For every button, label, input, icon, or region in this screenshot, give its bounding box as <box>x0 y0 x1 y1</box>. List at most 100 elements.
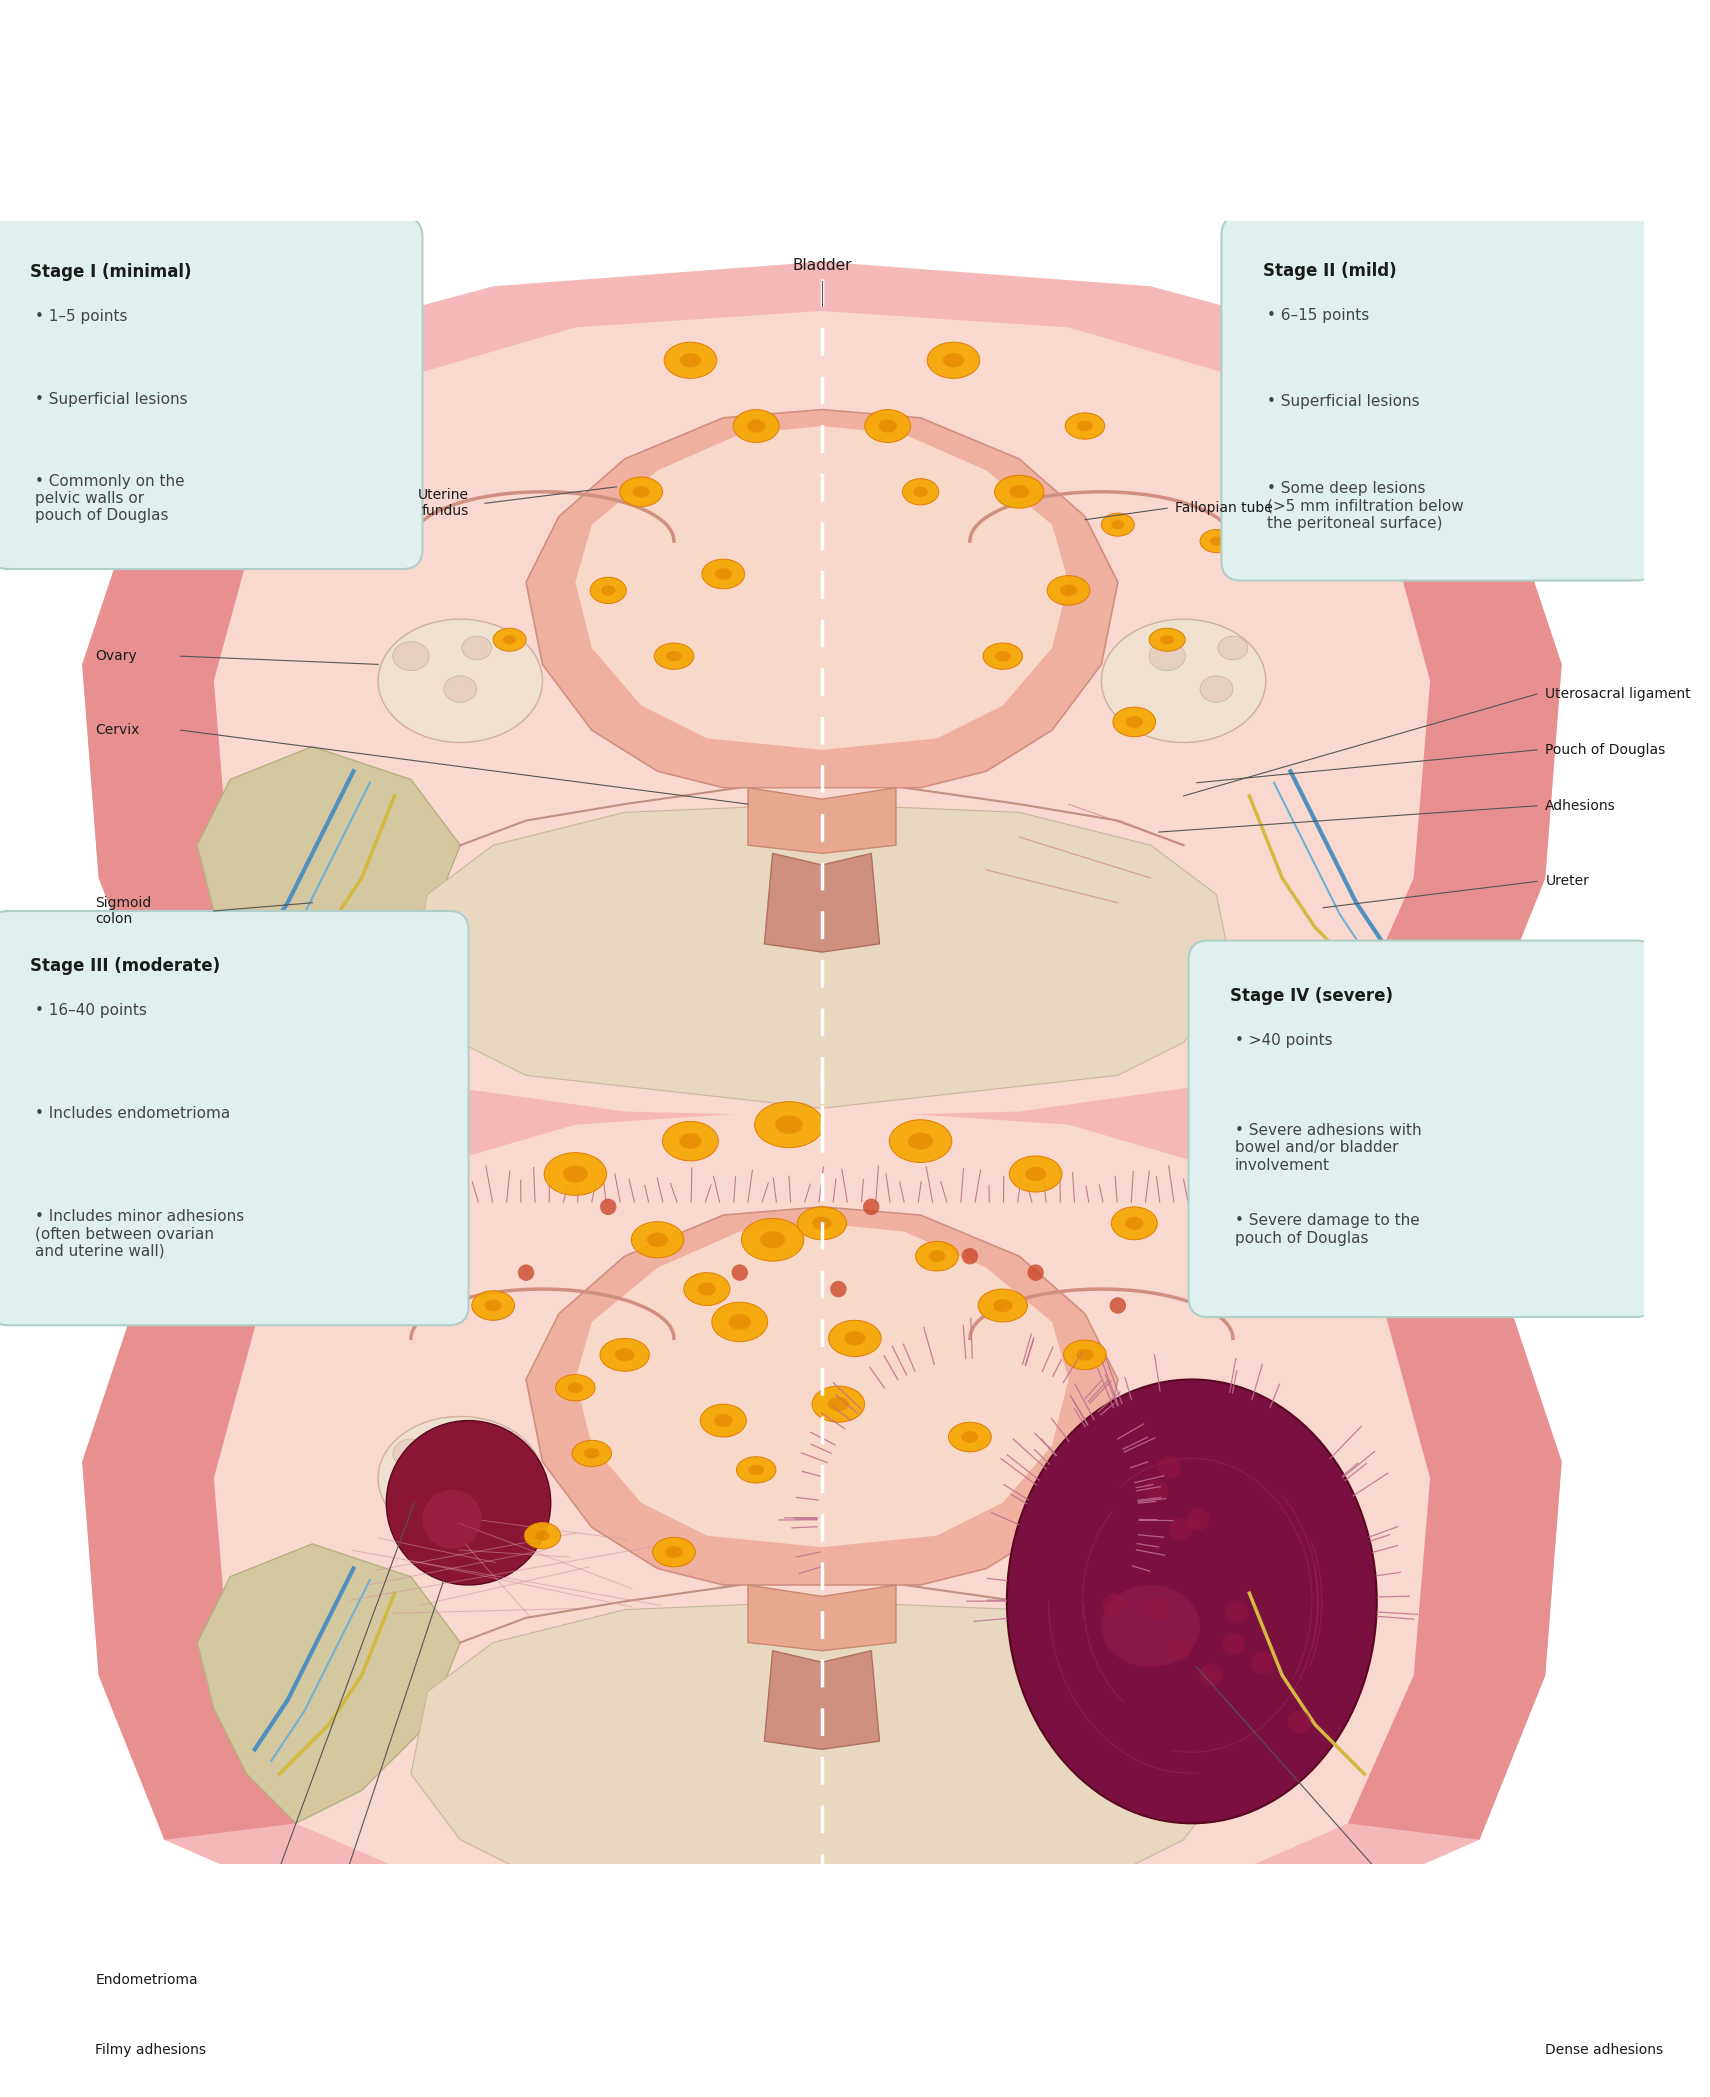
Ellipse shape <box>1149 642 1185 671</box>
Text: Uterine
fundus: Uterine fundus <box>417 489 469 518</box>
Ellipse shape <box>378 619 542 742</box>
Ellipse shape <box>563 1166 588 1183</box>
Polygon shape <box>82 1059 1561 1929</box>
Circle shape <box>1158 1455 1180 1478</box>
Circle shape <box>1103 1594 1125 1617</box>
Ellipse shape <box>715 568 732 581</box>
Ellipse shape <box>754 1101 824 1147</box>
Ellipse shape <box>1101 619 1265 742</box>
Ellipse shape <box>679 1132 701 1149</box>
Circle shape <box>829 1281 846 1298</box>
Polygon shape <box>575 1223 1069 1548</box>
Ellipse shape <box>913 487 929 497</box>
Ellipse shape <box>728 1315 751 1329</box>
Polygon shape <box>527 1208 1118 1585</box>
Polygon shape <box>82 1141 378 1839</box>
Text: • 1–5 points: • 1–5 points <box>34 310 127 325</box>
Ellipse shape <box>1009 484 1029 499</box>
Circle shape <box>1146 1478 1168 1501</box>
Polygon shape <box>214 310 1430 1116</box>
Text: • Severe damage to the
pouch of Douglas: • Severe damage to the pouch of Douglas <box>1235 1214 1419 1246</box>
FancyBboxPatch shape <box>0 910 469 1325</box>
Ellipse shape <box>983 644 1023 669</box>
Ellipse shape <box>734 409 780 442</box>
Circle shape <box>1170 1518 1192 1541</box>
Circle shape <box>1199 1663 1223 1686</box>
Ellipse shape <box>1125 715 1142 728</box>
Ellipse shape <box>472 1292 515 1321</box>
Ellipse shape <box>761 1231 785 1248</box>
Circle shape <box>518 1264 534 1281</box>
Polygon shape <box>764 1650 879 1749</box>
Ellipse shape <box>503 635 516 644</box>
Polygon shape <box>764 853 879 952</box>
Polygon shape <box>747 788 896 853</box>
Text: • Includes endometrioma: • Includes endometrioma <box>34 1105 229 1122</box>
Text: Pouch of Douglas: Pouch of Douglas <box>1546 742 1666 757</box>
Text: Cervix: Cervix <box>96 723 140 738</box>
Text: • Commonly on the
pelvic walls or
pouch of Douglas: • Commonly on the pelvic walls or pouch … <box>34 474 185 524</box>
Ellipse shape <box>445 675 477 702</box>
Ellipse shape <box>1065 413 1105 438</box>
Ellipse shape <box>701 1405 746 1436</box>
Polygon shape <box>575 426 1069 751</box>
Ellipse shape <box>556 1374 595 1401</box>
Text: • 16–40 points: • 16–40 points <box>34 1002 147 1017</box>
Circle shape <box>1224 1600 1248 1623</box>
Ellipse shape <box>445 1474 477 1499</box>
Ellipse shape <box>544 1153 607 1195</box>
Ellipse shape <box>889 1120 952 1162</box>
Ellipse shape <box>1149 629 1185 652</box>
Ellipse shape <box>667 650 682 661</box>
Ellipse shape <box>1200 675 1233 702</box>
Ellipse shape <box>1060 585 1077 596</box>
Ellipse shape <box>737 1457 776 1483</box>
Ellipse shape <box>631 1223 684 1258</box>
FancyBboxPatch shape <box>0 218 422 568</box>
Polygon shape <box>1265 1141 1561 1839</box>
Ellipse shape <box>1024 1166 1047 1181</box>
Polygon shape <box>82 262 1561 1132</box>
Ellipse shape <box>749 1464 764 1474</box>
Ellipse shape <box>393 1439 429 1468</box>
FancyBboxPatch shape <box>1188 942 1655 1317</box>
Ellipse shape <box>1076 1348 1093 1361</box>
Ellipse shape <box>1125 1216 1144 1229</box>
Circle shape <box>1110 1298 1127 1313</box>
Ellipse shape <box>929 1250 946 1262</box>
Polygon shape <box>214 1107 1430 1915</box>
Circle shape <box>1252 1650 1274 1673</box>
Ellipse shape <box>1200 531 1233 554</box>
Ellipse shape <box>1113 707 1156 736</box>
Ellipse shape <box>600 585 616 596</box>
Ellipse shape <box>698 1283 716 1296</box>
Text: • >40 points: • >40 points <box>1235 1032 1332 1048</box>
Ellipse shape <box>462 635 491 661</box>
Ellipse shape <box>903 478 939 505</box>
Ellipse shape <box>633 487 650 497</box>
Circle shape <box>1147 1598 1170 1621</box>
Ellipse shape <box>1112 520 1125 528</box>
Ellipse shape <box>715 1413 732 1428</box>
Ellipse shape <box>616 1348 634 1361</box>
Text: Endometrioma: Endometrioma <box>96 1973 198 1986</box>
Ellipse shape <box>961 1430 978 1443</box>
Ellipse shape <box>573 1441 612 1466</box>
Polygon shape <box>82 344 378 1042</box>
Ellipse shape <box>681 352 701 367</box>
Ellipse shape <box>995 476 1043 507</box>
Ellipse shape <box>1211 537 1223 545</box>
Text: Stage II (mild): Stage II (mild) <box>1262 262 1395 279</box>
Ellipse shape <box>653 1537 696 1566</box>
Circle shape <box>386 1420 551 1585</box>
Circle shape <box>1187 1508 1209 1531</box>
Ellipse shape <box>711 1302 768 1342</box>
Text: Stage I (minimal): Stage I (minimal) <box>29 264 192 281</box>
Polygon shape <box>747 1585 896 1650</box>
Ellipse shape <box>828 1397 848 1411</box>
Circle shape <box>422 1489 482 1550</box>
Text: Sigmoid
colon: Sigmoid colon <box>96 895 152 927</box>
Ellipse shape <box>1218 635 1248 661</box>
Text: • Some deep lesions
(>5 mm infiltration below
the peritoneal surface): • Some deep lesions (>5 mm infiltration … <box>1267 480 1464 531</box>
Polygon shape <box>1265 344 1561 1042</box>
